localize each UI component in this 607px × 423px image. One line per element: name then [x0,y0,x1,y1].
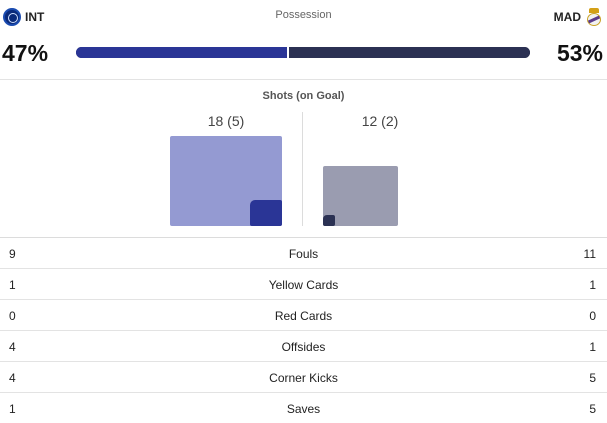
away-possession: 53% [556,40,603,66]
possession-bar [76,47,530,58]
away-shots-box [323,166,398,226]
stat-home-value: 1 [9,402,16,416]
stat-home-value: 4 [9,371,16,385]
stat-label: Offsides [281,340,326,354]
real-madrid-crest-icon [587,8,601,26]
stat-row: 1 Yellow Cards 1 [0,269,607,300]
shots-title: Shots (on Goal) [262,90,345,102]
stat-row: 9 Fouls 11 [0,238,607,269]
stat-home-value: 4 [9,340,16,354]
shots-divider [302,112,303,226]
stat-label: Saves [286,402,321,416]
stat-row: 4 Corner Kicks 5 [0,362,607,393]
home-team-abbr: INT [25,10,45,24]
stat-away-value: 5 [589,371,596,385]
stat-label: Red Cards [274,309,333,323]
stat-label: Yellow Cards [268,278,339,292]
home-team[interactable]: INT [3,8,44,26]
stat-label: Fouls [288,247,319,261]
away-team[interactable]: MAD [554,8,601,26]
stat-away-value: 11 [583,247,596,261]
stat-home-value: 0 [9,309,16,323]
home-shots-value: 18 (5) [207,113,245,129]
stat-row: 0 Red Cards 0 [0,300,607,331]
home-possession: 47% [2,40,49,66]
stat-away-value: 0 [589,309,596,323]
away-possession-fill [289,47,530,58]
stats-table: 9 Fouls 11 1 Yellow Cards 1 0 Red Cards 0 4 Offsid… [0,237,607,423]
stat-row: 1 Saves 5 [0,393,607,423]
possession-section: INT Possession MAD 47% 53% [0,0,607,80]
stat-row: 4 Offsides 1 [0,331,607,362]
stat-away-value: 1 [589,278,596,292]
stat-away-value: 5 [589,402,596,416]
away-team-abbr: MAD [553,10,581,24]
home-possession-fill [76,47,290,58]
possession-title: Possession [275,9,332,21]
stat-home-value: 9 [9,247,16,261]
away-shots-value: 12 (2) [361,113,399,129]
away-shots-on-goal-box [323,215,335,226]
inter-crest-icon [3,8,21,26]
stat-home-value: 1 [9,278,16,292]
home-shots-on-goal-box [250,200,282,226]
stat-label: Corner Kicks [269,371,338,385]
stat-away-value: 1 [589,340,596,354]
